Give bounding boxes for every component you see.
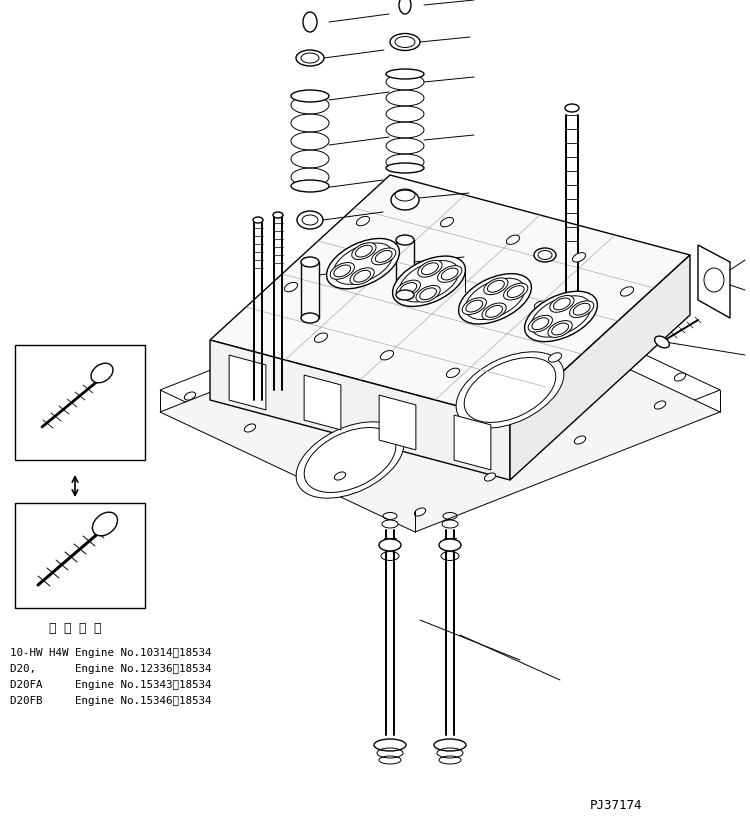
Ellipse shape	[524, 291, 598, 342]
Ellipse shape	[674, 373, 686, 381]
Ellipse shape	[574, 436, 586, 444]
Ellipse shape	[380, 351, 394, 360]
Ellipse shape	[414, 508, 426, 516]
Ellipse shape	[439, 539, 461, 551]
Ellipse shape	[654, 401, 666, 409]
Ellipse shape	[284, 282, 298, 292]
Ellipse shape	[371, 248, 396, 265]
Text: PJ37174: PJ37174	[590, 799, 643, 812]
Ellipse shape	[396, 290, 414, 300]
Ellipse shape	[350, 268, 374, 284]
Ellipse shape	[482, 303, 506, 320]
Ellipse shape	[334, 472, 346, 480]
Ellipse shape	[396, 235, 414, 245]
Ellipse shape	[456, 351, 564, 428]
Polygon shape	[210, 175, 690, 420]
Ellipse shape	[434, 739, 466, 751]
Ellipse shape	[296, 50, 324, 66]
Ellipse shape	[437, 265, 462, 282]
Ellipse shape	[390, 34, 420, 50]
Ellipse shape	[244, 424, 256, 432]
Ellipse shape	[528, 315, 553, 332]
Ellipse shape	[534, 301, 546, 309]
Ellipse shape	[296, 422, 404, 498]
Ellipse shape	[301, 313, 319, 323]
Ellipse shape	[396, 280, 421, 297]
Text: 適 用 号 機: 適 用 号 機	[49, 622, 101, 635]
Text: D20FA     Engine No.15343～18534: D20FA Engine No.15343～18534	[10, 680, 211, 690]
Polygon shape	[304, 375, 340, 430]
Ellipse shape	[548, 353, 562, 362]
Ellipse shape	[440, 218, 454, 227]
Ellipse shape	[314, 333, 328, 342]
Ellipse shape	[503, 283, 528, 300]
Ellipse shape	[392, 256, 466, 307]
Polygon shape	[379, 395, 416, 450]
Ellipse shape	[569, 301, 594, 318]
Polygon shape	[698, 245, 730, 318]
Polygon shape	[454, 415, 491, 470]
Ellipse shape	[458, 274, 532, 324]
Ellipse shape	[379, 539, 401, 551]
Ellipse shape	[391, 190, 419, 210]
Polygon shape	[160, 270, 720, 510]
Ellipse shape	[550, 295, 574, 313]
Bar	[15, 345, 145, 460]
Ellipse shape	[303, 12, 317, 32]
Ellipse shape	[534, 248, 556, 262]
Ellipse shape	[184, 392, 196, 400]
Ellipse shape	[386, 69, 424, 79]
Ellipse shape	[565, 104, 579, 112]
Ellipse shape	[92, 512, 118, 536]
Text: D20FB     Engine No.15346～18534: D20FB Engine No.15346～18534	[10, 696, 211, 706]
Ellipse shape	[620, 287, 634, 296]
Ellipse shape	[291, 180, 329, 192]
Ellipse shape	[382, 520, 398, 528]
Text: 10-HW H4W Engine No.10314～18534: 10-HW H4W Engine No.10314～18534	[10, 648, 211, 658]
Ellipse shape	[91, 363, 113, 383]
Ellipse shape	[297, 211, 323, 229]
Ellipse shape	[462, 298, 487, 314]
Text: D20,      Engine No.12336～18534: D20, Engine No.12336～18534	[10, 664, 211, 674]
Ellipse shape	[399, 0, 411, 14]
Ellipse shape	[434, 281, 445, 289]
Ellipse shape	[446, 368, 460, 378]
Polygon shape	[230, 355, 266, 410]
Ellipse shape	[301, 257, 319, 267]
Ellipse shape	[418, 261, 442, 277]
Ellipse shape	[291, 90, 329, 102]
Ellipse shape	[356, 217, 370, 226]
Polygon shape	[160, 292, 720, 532]
Ellipse shape	[253, 217, 263, 223]
Ellipse shape	[655, 336, 669, 348]
Ellipse shape	[352, 242, 376, 260]
Ellipse shape	[416, 285, 440, 302]
Ellipse shape	[484, 278, 508, 294]
Ellipse shape	[330, 262, 355, 280]
Ellipse shape	[374, 739, 406, 751]
Ellipse shape	[273, 212, 283, 218]
Ellipse shape	[484, 473, 496, 481]
Ellipse shape	[326, 238, 400, 289]
Ellipse shape	[506, 235, 520, 245]
Polygon shape	[510, 255, 690, 480]
Bar	[15, 503, 145, 608]
Polygon shape	[210, 340, 510, 480]
Ellipse shape	[442, 520, 458, 528]
Ellipse shape	[572, 253, 586, 262]
Ellipse shape	[386, 163, 424, 173]
Ellipse shape	[548, 321, 572, 337]
